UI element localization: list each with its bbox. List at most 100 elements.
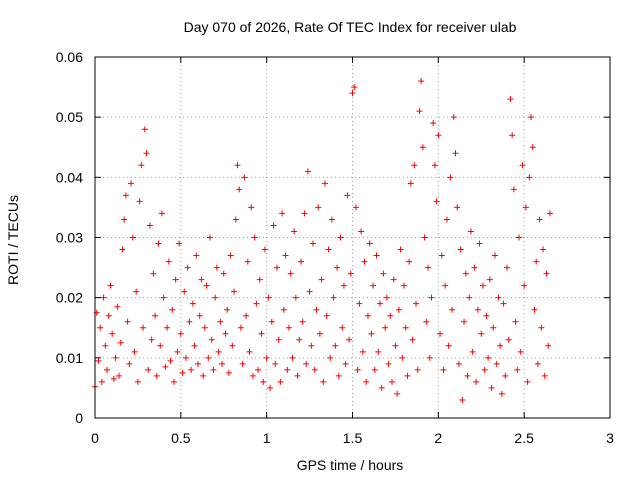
data-point bbox=[189, 300, 196, 307]
data-point bbox=[401, 282, 407, 289]
data-point bbox=[339, 324, 346, 331]
data-point bbox=[516, 234, 523, 241]
data-point bbox=[299, 318, 306, 325]
data-point bbox=[411, 162, 418, 169]
data-point bbox=[150, 270, 157, 277]
data-point bbox=[179, 369, 186, 376]
data-point bbox=[249, 372, 256, 379]
x-tick-label: 1 bbox=[263, 430, 271, 446]
data-point bbox=[205, 354, 212, 361]
data-point bbox=[334, 264, 341, 271]
data-point bbox=[447, 174, 454, 181]
data-point bbox=[315, 204, 322, 211]
data-point bbox=[215, 348, 222, 355]
data-point bbox=[220, 270, 227, 277]
data-point bbox=[440, 366, 447, 373]
data-point bbox=[450, 114, 457, 121]
data-point bbox=[507, 96, 514, 103]
data-point bbox=[112, 354, 119, 361]
data-point bbox=[131, 348, 138, 355]
data-point bbox=[368, 330, 375, 337]
data-point bbox=[479, 282, 486, 289]
data-point bbox=[493, 360, 500, 367]
data-point bbox=[181, 288, 188, 295]
data-point bbox=[430, 120, 437, 127]
data-point bbox=[296, 336, 303, 343]
data-point bbox=[390, 276, 397, 283]
data-point bbox=[467, 228, 474, 235]
data-point bbox=[263, 354, 270, 361]
data-point bbox=[232, 216, 239, 223]
data-point bbox=[421, 234, 428, 241]
data-point bbox=[224, 306, 231, 313]
data-point bbox=[370, 282, 377, 289]
data-point bbox=[490, 324, 497, 331]
x-tick-label: 0.5 bbox=[171, 430, 191, 446]
data-point bbox=[292, 294, 299, 301]
data-point bbox=[371, 366, 378, 373]
data-point bbox=[469, 348, 476, 355]
data-point bbox=[280, 306, 287, 313]
x-axis-label: GPS time / hours bbox=[297, 457, 404, 473]
data-point bbox=[352, 204, 359, 211]
data-point bbox=[462, 270, 469, 277]
data-point bbox=[325, 246, 332, 253]
data-point bbox=[272, 360, 279, 367]
data-point bbox=[407, 180, 414, 187]
data-point bbox=[332, 342, 339, 349]
data-point bbox=[452, 150, 459, 157]
data-point bbox=[330, 294, 337, 301]
data-point bbox=[100, 294, 107, 301]
data-point bbox=[533, 258, 540, 265]
data-point bbox=[195, 360, 201, 367]
data-point bbox=[261, 246, 268, 253]
data-point bbox=[397, 246, 404, 253]
data-point bbox=[306, 288, 313, 295]
y-tick-label: 0.03 bbox=[56, 230, 83, 246]
data-point bbox=[251, 234, 258, 241]
y-axis-label: ROTI / TECUs bbox=[5, 195, 21, 285]
data-point bbox=[207, 234, 214, 241]
x-tick-label: 0 bbox=[91, 430, 99, 446]
data-point bbox=[289, 354, 296, 361]
data-point bbox=[133, 288, 140, 295]
data-point bbox=[502, 372, 509, 379]
data-point bbox=[491, 252, 498, 259]
data-point bbox=[322, 180, 329, 187]
data-point bbox=[241, 174, 248, 181]
data-point bbox=[162, 363, 169, 370]
data-point bbox=[323, 312, 330, 319]
x-tick-label: 2 bbox=[434, 430, 442, 446]
data-point bbox=[346, 336, 353, 343]
data-point bbox=[423, 318, 430, 325]
data-point bbox=[359, 348, 366, 355]
data-point bbox=[473, 378, 480, 385]
data-point bbox=[165, 258, 172, 265]
data-point bbox=[382, 324, 389, 331]
data-point bbox=[277, 378, 284, 385]
data-point bbox=[383, 294, 390, 301]
data-point bbox=[510, 186, 517, 193]
data-point bbox=[538, 324, 545, 331]
data-point bbox=[234, 162, 241, 169]
data-point bbox=[186, 318, 193, 325]
data-point bbox=[388, 378, 395, 385]
data-point bbox=[528, 114, 535, 121]
data-point bbox=[110, 375, 117, 382]
data-point bbox=[116, 372, 123, 379]
data-point bbox=[438, 252, 445, 259]
y-tick-label: 0.06 bbox=[56, 49, 83, 65]
data-point bbox=[217, 318, 224, 325]
data-point bbox=[155, 240, 162, 247]
data-point bbox=[200, 372, 207, 379]
data-point bbox=[529, 144, 536, 151]
data-point bbox=[157, 342, 164, 349]
data-point bbox=[129, 234, 136, 241]
x-tick-label: 1.5 bbox=[343, 430, 363, 446]
data-point bbox=[512, 318, 519, 325]
data-point bbox=[404, 372, 411, 379]
y-tick-label: 0.02 bbox=[56, 290, 83, 306]
data-point bbox=[268, 318, 275, 325]
x-tick-label: 2.5 bbox=[514, 430, 534, 446]
